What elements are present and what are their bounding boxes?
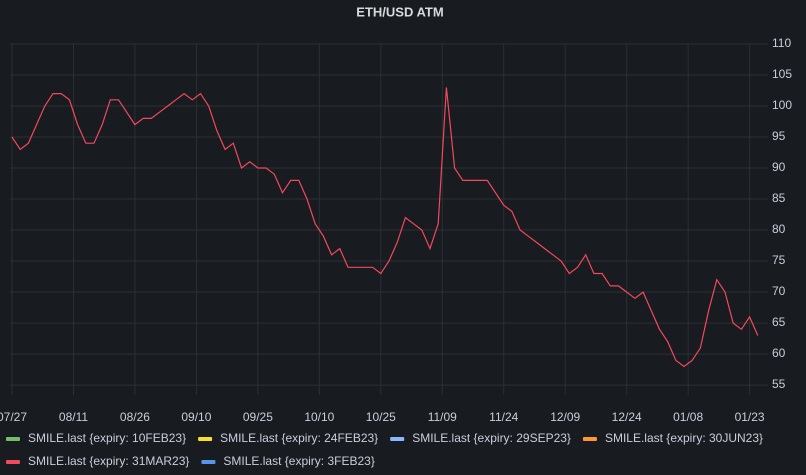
y-tick-label: 70 bbox=[772, 284, 786, 298]
legend-label: SMILE.last {expiry: 30JUN23} bbox=[605, 431, 763, 445]
x-tick-label: 10/10 bbox=[304, 410, 334, 424]
y-tick-label: 60 bbox=[772, 346, 786, 360]
y-tick-label: 65 bbox=[772, 315, 786, 329]
y-tick-label: 85 bbox=[772, 191, 786, 205]
y-tick-label: 105 bbox=[772, 67, 792, 81]
x-tick-label: 09/10 bbox=[181, 410, 211, 424]
legend-label: SMILE.last {expiry: 3FEB23} bbox=[223, 454, 374, 468]
y-tick-label: 100 bbox=[772, 98, 792, 112]
legend-swatch bbox=[198, 437, 213, 441]
legend-swatch bbox=[201, 460, 216, 464]
legend-label: SMILE.last {expiry: 31MAR23} bbox=[28, 454, 189, 468]
x-tick-label: 09/25 bbox=[243, 410, 273, 424]
y-tick-label: 55 bbox=[772, 377, 786, 391]
legend-label: SMILE.last {expiry: 10FEB23} bbox=[28, 431, 186, 445]
legend-swatch bbox=[390, 437, 405, 441]
x-tick-label: 12/24 bbox=[612, 410, 642, 424]
x-tick-label: 11/24 bbox=[489, 410, 518, 424]
x-tick-label: 10/25 bbox=[366, 410, 396, 424]
chart-title: ETH/USD ATM bbox=[356, 4, 443, 19]
x-tick-label: 12/09 bbox=[550, 410, 580, 424]
legend-label: SMILE.last {expiry: 24FEB23} bbox=[220, 431, 378, 445]
y-tick-label: 80 bbox=[772, 222, 786, 236]
y-tick-label: 110 bbox=[772, 36, 791, 50]
legend-swatch bbox=[582, 437, 597, 441]
legend-swatch bbox=[6, 460, 20, 464]
y-tick-label: 75 bbox=[772, 253, 786, 267]
x-tick-label: 11/09 bbox=[428, 410, 457, 424]
y-tick-label: 90 bbox=[772, 160, 786, 174]
x-tick-label: 01/23 bbox=[735, 410, 765, 424]
x-tick-label: 08/11 bbox=[59, 410, 88, 424]
x-tick-label: 07/27 bbox=[0, 410, 27, 424]
legend-swatch bbox=[6, 437, 20, 441]
y-tick-label: 95 bbox=[772, 129, 786, 143]
series-line bbox=[11, 87, 759, 368]
legend-label: SMILE.last {expiry: 29SEP23} bbox=[412, 431, 571, 445]
x-tick-label: 01/08 bbox=[673, 410, 703, 424]
x-tick-label: 08/26 bbox=[120, 410, 150, 424]
